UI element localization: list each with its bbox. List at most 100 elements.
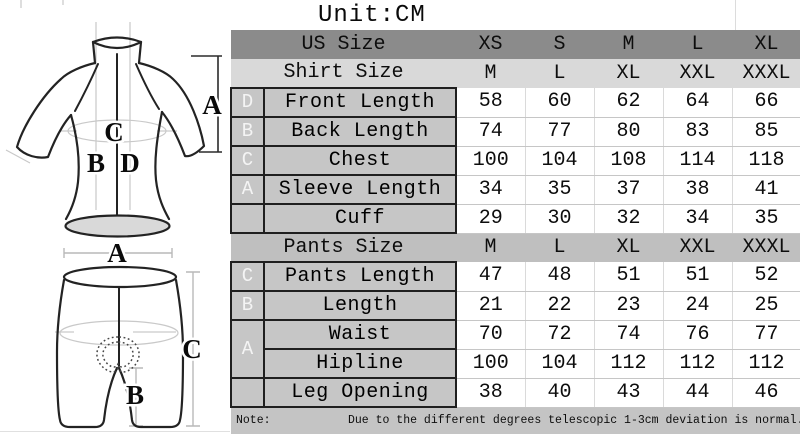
jersey-right-sleeve: [137, 61, 206, 158]
note-label: Note:: [236, 414, 271, 428]
measure-value: 47: [456, 262, 526, 292]
measure-value: 38: [456, 378, 526, 408]
table-row-cuff: Cuff 29 30 32 34 35: [230, 203, 800, 234]
table-row-pants-length: C Pants Length 47 48 51 51 52: [230, 261, 800, 292]
jersey-left-sleeve: [15, 61, 97, 159]
measure-value: 70: [456, 320, 526, 350]
measure-value: 51: [663, 262, 733, 292]
pants-size-value: XXL: [679, 235, 716, 259]
shorts-right-leg: [117, 278, 185, 429]
measure-value: 80: [594, 117, 664, 147]
shorts-label-b: B: [126, 380, 144, 410]
measure-value: 48: [525, 262, 595, 292]
table-row-chest: C Chest 100 104 108 114 118: [230, 145, 800, 176]
measure-value: 64: [663, 88, 733, 118]
pants-size-value: L: [553, 235, 566, 259]
jersey-length-bracket: [191, 55, 222, 153]
measure-value: 29: [456, 204, 526, 234]
shirt-size-value: XL: [616, 61, 641, 85]
table-row-hipline: Hipline 100 104 112 112 112: [231, 348, 800, 379]
jersey-left-body: [64, 113, 80, 221]
measure-value: 60: [525, 88, 595, 118]
measure-label: Back Length: [262, 116, 458, 147]
shorts-length-measure-line: [186, 271, 200, 427]
jersey-raglan-seams: [74, 63, 160, 112]
measure-value: 30: [525, 204, 595, 234]
table-row-front-length: D Front Length 58 60 62 64 66: [230, 87, 800, 118]
measure-value: 112: [663, 349, 733, 379]
shorts-waist-ellipse: [62, 265, 178, 289]
measure-value: 108: [594, 146, 664, 176]
table-row-leg-opening: Leg Opening 38 40 43 44 46: [230, 377, 800, 408]
measure-value: 85: [732, 117, 800, 147]
measure-value: 76: [663, 320, 733, 350]
measure-letter: C: [230, 145, 265, 176]
measure-value: 46: [732, 378, 800, 408]
us-size-header-row: US Size XS S M L XL: [231, 30, 800, 59]
measure-letter: [230, 203, 265, 234]
measure-value: 72: [525, 320, 595, 350]
us-size-value: S: [553, 32, 566, 56]
table-row-back-length: B Back Length 74 77 80 83 85: [230, 116, 800, 147]
measure-value: 77: [525, 117, 595, 147]
chamois-pad-outer-stitch: [96, 336, 140, 373]
us-size-value: L: [691, 32, 704, 56]
measure-value: 23: [594, 291, 664, 321]
shirt-size-label: Shirt Size: [283, 61, 404, 84]
garment-measurement-diagram: A C B D A C B: [5, 0, 225, 429]
shorts-label-a: A: [107, 238, 127, 268]
size-chart-table: US Size XS S M L XL Shirt Size M L XL XX…: [230, 30, 800, 434]
us-size-value: XS: [478, 32, 503, 56]
measure-value: 25: [732, 291, 800, 321]
shirt-size-value: XXL: [679, 61, 716, 85]
table-row-length: B Length 21 22 23 24 25: [230, 290, 800, 321]
measure-letter: D: [230, 87, 265, 118]
pants-size-header-row: Pants Size M L XL XXL XXXL: [231, 233, 800, 262]
measure-value: 51: [594, 262, 664, 292]
measure-value: 40: [525, 378, 595, 408]
measure-letter: B: [230, 116, 265, 147]
jersey-hem-ellipse: [64, 214, 171, 238]
measure-label: Hipline: [262, 348, 458, 379]
pants-size-value: M: [484, 235, 497, 259]
measure-label: Leg Opening: [262, 377, 458, 408]
measure-letter: A: [230, 174, 265, 205]
unit-title: Unit:CM: [318, 2, 426, 29]
measure-value: 66: [732, 88, 800, 118]
chamois-pad-inner-stitch: [102, 341, 134, 368]
measure-value: 34: [663, 204, 733, 234]
measure-value: 74: [594, 320, 664, 350]
measure-value: 104: [525, 349, 595, 379]
measure-letter: B: [230, 290, 265, 321]
shirt-size-value: XXXL: [742, 61, 791, 85]
measure-label: Chest: [262, 145, 458, 176]
us-size-label: US Size: [301, 32, 386, 56]
jersey-cuff-guide: [5, 149, 31, 164]
measure-value: 112: [594, 349, 664, 379]
measure-value: 74: [456, 117, 526, 147]
measure-value: 58: [456, 88, 526, 118]
measure-value: 41: [732, 175, 800, 205]
measure-value: 100: [456, 146, 526, 176]
jersey-collar-rims: [91, 36, 143, 50]
measure-label: Pants Length: [262, 261, 458, 292]
shirt-size-value: L: [553, 61, 566, 85]
measure-value: 77: [732, 320, 800, 350]
measure-value: 21: [456, 291, 526, 321]
jersey-label-c: C: [104, 117, 124, 147]
measure-value: 62: [594, 88, 664, 118]
measure-value: 83: [663, 117, 733, 147]
measure-value: 24: [663, 291, 733, 321]
measure-value: 38: [663, 175, 733, 205]
measure-value: 34: [456, 175, 526, 205]
pants-size-value: XL: [616, 235, 641, 259]
jersey-label-d: D: [120, 148, 140, 178]
measure-value: 37: [594, 175, 664, 205]
jersey-collar-sides: [91, 40, 143, 65]
measure-value: 44: [663, 378, 733, 408]
measure-label: Waist: [262, 319, 458, 350]
shorts-drawing: A C B: [55, 236, 204, 429]
jersey-drawing: A C B D: [5, 0, 225, 238]
us-size-value: M: [622, 32, 635, 56]
jersey-construction-verticals: [95, 22, 131, 210]
